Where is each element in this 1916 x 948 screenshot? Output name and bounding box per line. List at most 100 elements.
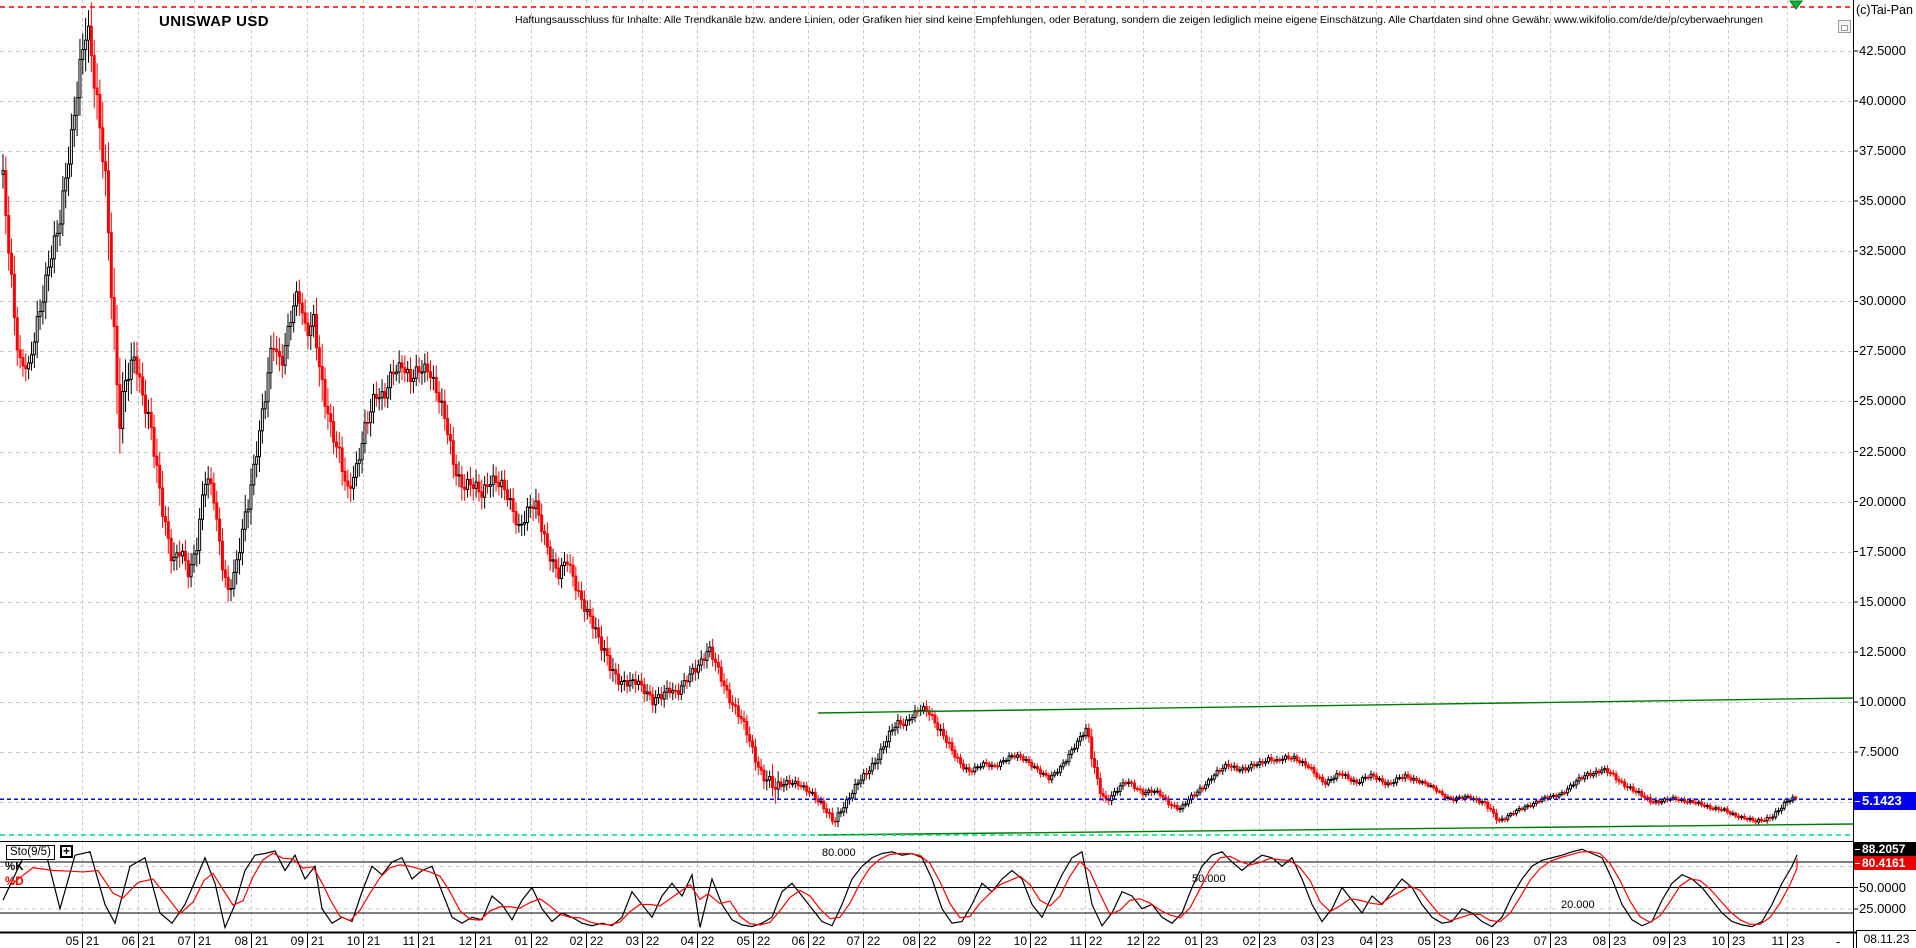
candle-body xyxy=(628,680,632,687)
candle-body xyxy=(1623,781,1627,788)
collapse-icon[interactable] xyxy=(1838,20,1851,33)
candle-body xyxy=(1266,757,1270,763)
candle-body xyxy=(144,394,147,414)
date-label-year: 23 xyxy=(1438,934,1452,948)
candle-body xyxy=(1175,805,1179,810)
candle-body xyxy=(357,459,361,465)
candle-body xyxy=(1380,778,1384,783)
candle-body xyxy=(773,786,777,790)
candle-body xyxy=(1252,763,1256,767)
candle-body xyxy=(220,540,224,571)
candle-body xyxy=(95,87,99,96)
sto-d-legend: %D xyxy=(5,876,24,888)
candle-body xyxy=(203,483,207,496)
candle-body xyxy=(52,235,56,260)
candle-body xyxy=(352,476,356,489)
candle-body xyxy=(1520,808,1524,811)
candle-body xyxy=(608,654,612,672)
candle-body xyxy=(283,345,287,366)
candle-body xyxy=(882,746,886,750)
candle-body xyxy=(1349,777,1353,782)
price-axis-label: 35.0000 xyxy=(1859,193,1906,209)
candle-body xyxy=(1437,790,1441,793)
candle-body xyxy=(1258,761,1262,766)
date-label-year: 21 xyxy=(198,934,212,948)
candle-body xyxy=(1269,757,1273,761)
candle-body xyxy=(172,556,176,562)
candle-body xyxy=(1056,771,1059,774)
candle-body xyxy=(1509,813,1513,817)
date-label-year: 23 xyxy=(1673,934,1687,948)
candle-body xyxy=(463,486,467,490)
candle-body xyxy=(1506,815,1510,820)
candle-body xyxy=(454,463,458,477)
candle-body xyxy=(1192,794,1196,797)
candle-body xyxy=(1751,817,1755,822)
candle-body xyxy=(1549,795,1553,799)
candle-body xyxy=(1514,809,1518,815)
candle-body xyxy=(605,648,609,656)
candle-body xyxy=(1001,760,1005,763)
candle-body xyxy=(289,322,293,327)
candle-body xyxy=(862,772,866,781)
last-price-tag: 5.1423 xyxy=(1854,792,1916,810)
candle-body xyxy=(1204,784,1208,789)
candle-body xyxy=(947,741,951,744)
candle-body xyxy=(1586,772,1590,777)
candle-body xyxy=(386,387,390,399)
candle-body xyxy=(751,740,755,748)
marker-triangle-icon xyxy=(1789,0,1803,10)
candle-body xyxy=(1244,767,1248,771)
candle-body xyxy=(426,363,430,373)
candle-body xyxy=(1734,812,1738,817)
candle-body xyxy=(1403,774,1407,779)
candle-body xyxy=(406,368,410,374)
candle-body xyxy=(1201,787,1205,790)
candle-body xyxy=(1238,769,1242,772)
candle-body xyxy=(109,232,113,299)
price-axis-label: 27.5000 xyxy=(1859,343,1906,359)
candle-body xyxy=(1050,774,1054,781)
add-indicator-button[interactable]: + xyxy=(60,845,73,858)
candle-body xyxy=(682,679,686,687)
candle-body xyxy=(1563,792,1567,795)
candle-body xyxy=(121,391,125,429)
candle-body xyxy=(545,533,549,548)
last-date-box: 08.11.23 xyxy=(1856,930,1916,948)
candle-body xyxy=(696,664,700,673)
date-label-year: 21 xyxy=(367,934,381,948)
candle-body xyxy=(1289,757,1293,760)
candle-body xyxy=(924,706,928,711)
candle-body xyxy=(112,297,116,327)
candle-body xyxy=(1640,791,1644,797)
candle-body xyxy=(748,734,752,742)
candle-body xyxy=(1110,795,1114,802)
candle-body xyxy=(702,658,706,661)
candle-body xyxy=(32,341,36,356)
date-label-year: 23 xyxy=(1791,934,1805,948)
candle-body xyxy=(1209,778,1213,781)
candle-body xyxy=(1007,755,1011,762)
candle-body xyxy=(551,559,555,562)
date-label-month: 07 xyxy=(1533,934,1547,948)
candle-body xyxy=(554,559,558,569)
candle-body xyxy=(833,820,837,823)
date-label-month: 06 xyxy=(1475,934,1489,948)
candle-body xyxy=(1115,790,1119,793)
date-label-month: 07 xyxy=(177,934,191,948)
candle-body xyxy=(913,710,917,719)
candle-body xyxy=(543,530,546,535)
sto-indicator-label[interactable]: Sto(9/5) xyxy=(6,845,55,860)
candle-body xyxy=(1386,782,1390,786)
candle-body xyxy=(1341,773,1344,776)
date-label-month: 12 xyxy=(458,934,472,948)
candle-body xyxy=(1489,807,1493,810)
candle-body xyxy=(1306,764,1310,769)
candle-body xyxy=(1708,805,1712,809)
candle-body xyxy=(1021,756,1025,761)
candle-body xyxy=(1551,794,1555,797)
candle-body xyxy=(1246,767,1250,771)
candle-body xyxy=(1346,774,1350,779)
sto-axis-label: 25.0000 xyxy=(1859,900,1906,916)
